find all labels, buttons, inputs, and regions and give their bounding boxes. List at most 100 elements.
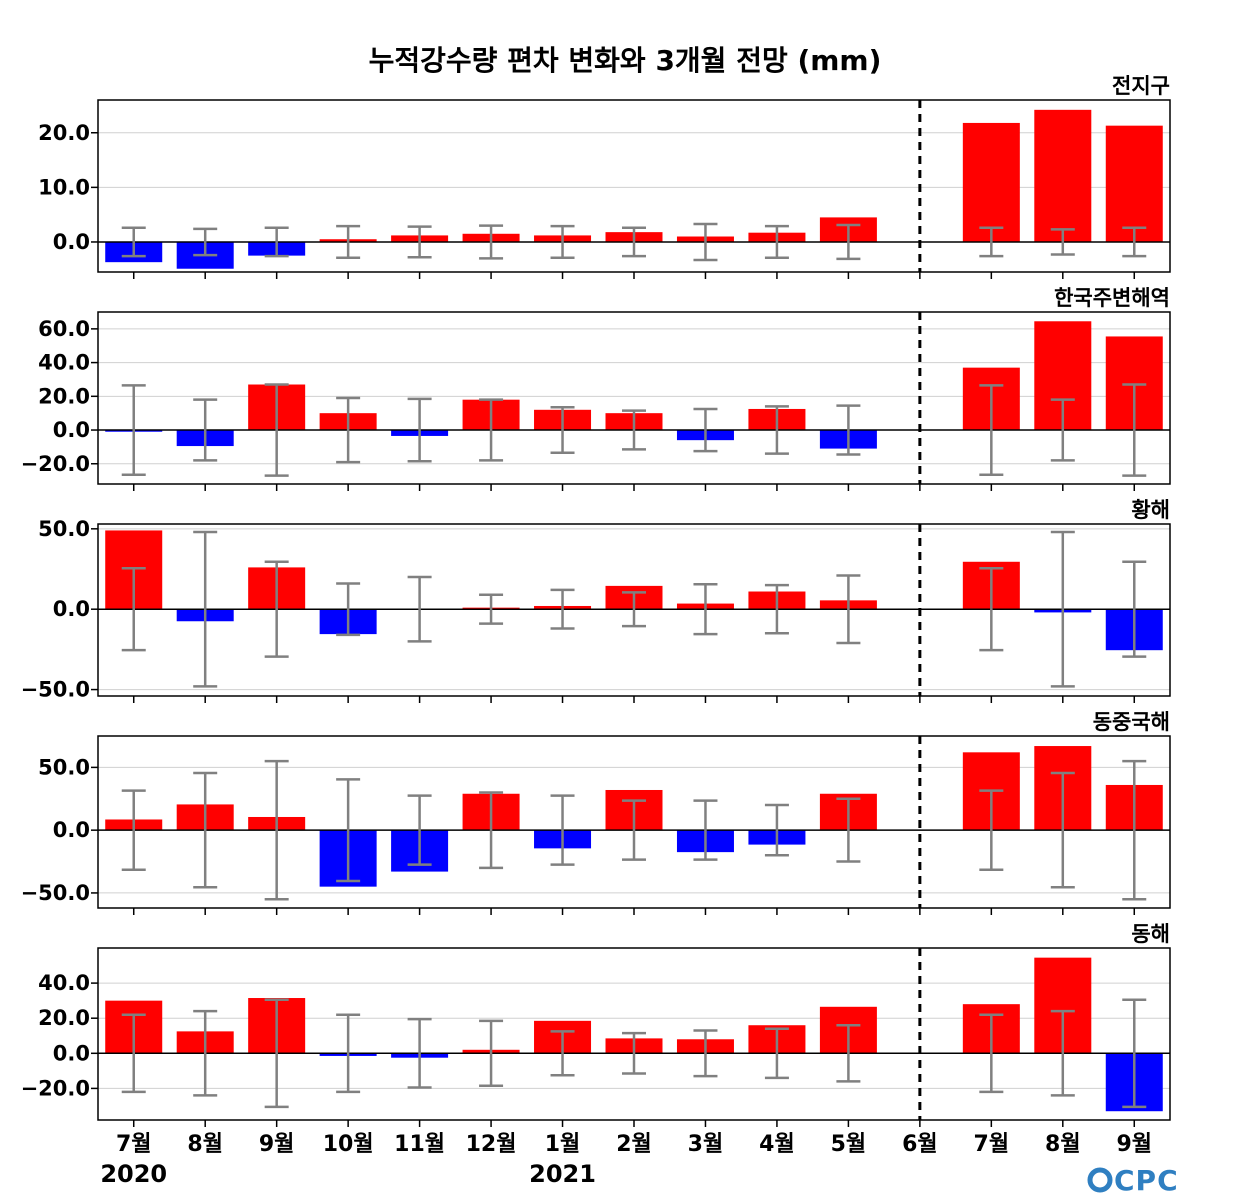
x-tick-label: 4월 (759, 1132, 795, 1157)
error-bar-9 (764, 405, 789, 455)
x-tick-label: 8월 (1045, 1132, 1081, 1157)
error-bar-0 (121, 789, 146, 871)
panel-title: 한국주변해역 (1054, 286, 1170, 310)
x-tick-label: 10월 (323, 1132, 374, 1157)
error-bar-12 (979, 566, 1004, 652)
error-bar-12 (979, 1013, 1004, 1094)
year-label: 2020 (100, 1160, 167, 1188)
y-tick-label: −50.0 (21, 881, 90, 905)
x-tick-label: 7월 (116, 1132, 152, 1157)
error-bar-3 (336, 582, 361, 637)
error-bar-0 (121, 1013, 146, 1094)
y-tick-label: 10.0 (38, 175, 90, 199)
error-bar-4 (407, 575, 432, 643)
y-tick-label: −20.0 (21, 1076, 90, 1100)
bar-14 (1105, 125, 1163, 242)
error-bar-8 (693, 799, 718, 861)
y-tick-label: 60.0 (38, 317, 90, 341)
error-bar-5 (479, 1019, 504, 1088)
panel-title: 동해 (1131, 922, 1170, 946)
y-tick-label: 20.0 (38, 1006, 90, 1030)
error-bar-14 (1122, 383, 1147, 477)
error-bar-2 (264, 759, 289, 901)
panels-group: 전지구 0.0 10.0 20.0 한국주변해역 −20.0 0.0 20.0 40.0 60.0… (21, 74, 1171, 1127)
error-bar-1 (193, 1009, 218, 1097)
error-bar-2 (264, 383, 289, 477)
error-bar-7 (622, 591, 646, 628)
logo-mark-icon (1087, 1167, 1113, 1193)
error-bar-8 (693, 222, 718, 262)
error-bar-13 (1050, 398, 1075, 462)
panel-1: 한국주변해역 −20.0 0.0 20.0 40.0 60.0 (21, 286, 1171, 491)
y-tick-label: −50.0 (21, 678, 90, 702)
error-bar-13 (1050, 771, 1075, 889)
error-bar-10 (836, 797, 861, 863)
x-tick-label: 7월 (974, 1132, 1010, 1157)
error-bar-5 (479, 791, 504, 870)
error-bar-7 (622, 799, 646, 861)
error-bar-6 (550, 588, 575, 630)
logo-text: CPC (1114, 1164, 1179, 1197)
cpc-logo: CPC (1087, 1164, 1179, 1197)
error-bar-9 (764, 224, 789, 260)
x-tick-label: 1월 (545, 1132, 581, 1157)
y-tick-label: −20.0 (21, 452, 90, 476)
error-bar-12 (979, 789, 1004, 871)
panel-frame (97, 311, 1171, 485)
error-bar-3 (336, 778, 361, 883)
error-bar-13 (1050, 228, 1075, 256)
error-bar-13 (1050, 1009, 1075, 1097)
error-bar-0 (121, 566, 146, 652)
chart-title: 누적강수량 편차 변화와 3개월 전망 (mm) (369, 44, 882, 77)
bar-12 (962, 122, 1020, 242)
error-bar-4 (407, 1017, 432, 1089)
error-bar-5 (479, 224, 504, 260)
x-tick-label: 9월 (259, 1132, 295, 1157)
error-bar-1 (193, 530, 218, 688)
error-bar-2 (264, 560, 289, 658)
x-tick-label: 2월 (616, 1132, 652, 1157)
x-tick-label: 12월 (466, 1132, 517, 1157)
error-bar-14 (1122, 560, 1147, 658)
y-tick-label: 0.0 (53, 818, 90, 842)
x-tick-label: 3월 (688, 1132, 724, 1157)
error-bar-0 (121, 226, 146, 258)
panel-title: 동중국해 (1093, 710, 1170, 734)
x-axis-labels: 7월 8월 9월 10월 11월 12월 1월 2월 3월 4월 5월 6월 7월 8월 9월 2020 202… (100, 1132, 1152, 1188)
error-bar-2 (264, 226, 289, 258)
error-bar-9 (764, 583, 789, 635)
bar-13 (1034, 109, 1092, 242)
error-bar-12 (979, 384, 1004, 476)
error-bar-12 (979, 226, 1004, 258)
error-bar-6 (550, 406, 575, 455)
panel-3: 동중국해 −50.0 0.0 50.0 (21, 710, 1171, 915)
y-tick-label: 50.0 (38, 755, 90, 779)
error-bar-7 (622, 409, 646, 451)
panel-0: 전지구 0.0 10.0 20.0 (38, 74, 1171, 279)
y-tick-label: 0.0 (53, 597, 90, 621)
error-bar-4 (407, 225, 432, 259)
error-bar-0 (121, 384, 146, 476)
error-bar-3 (336, 1013, 361, 1094)
error-bar-7 (622, 226, 646, 258)
error-bar-10 (836, 404, 861, 456)
y-tick-label: 0.0 (53, 230, 90, 254)
error-bar-3 (336, 396, 361, 464)
y-tick-label: 20.0 (38, 121, 90, 145)
panel-2: 황해 −50.0 0.0 50.0 (21, 498, 1171, 703)
error-bar-1 (193, 227, 218, 257)
y-tick-label: 40.0 (38, 351, 90, 375)
year-label: 2021 (529, 1160, 596, 1188)
panel-title: 전지구 (1112, 74, 1170, 98)
error-bar-2 (264, 998, 289, 1109)
x-tick-label: 5월 (831, 1132, 867, 1157)
y-tick-label: 20.0 (38, 384, 90, 408)
error-bar-5 (479, 593, 504, 625)
x-tick-label: 6월 (902, 1132, 938, 1157)
error-bar-4 (407, 397, 432, 463)
panel-title: 황해 (1131, 498, 1170, 522)
error-bar-13 (1050, 530, 1075, 688)
panel-frame (97, 735, 1171, 909)
error-bar-14 (1122, 226, 1147, 258)
